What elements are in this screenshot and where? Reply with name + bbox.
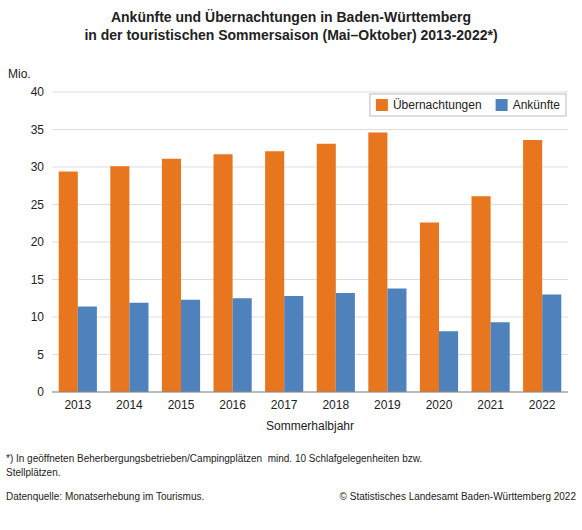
legend-swatch xyxy=(496,99,508,111)
y-tick-label: 35 xyxy=(31,123,45,137)
x-tick-label: 2020 xyxy=(426,398,453,412)
x-tick-label: 2014 xyxy=(116,398,143,412)
grid-line xyxy=(52,392,568,393)
bar xyxy=(265,151,284,392)
y-tick-label: 0 xyxy=(37,385,44,399)
footnote: Stellplätzen. xyxy=(6,467,60,478)
x-tick-label: 2018 xyxy=(322,398,349,412)
bar xyxy=(110,166,129,392)
y-axis-label: Mio. xyxy=(8,67,31,81)
y-tick-label: 15 xyxy=(31,273,45,287)
x-tick-label: 2016 xyxy=(219,398,246,412)
bar xyxy=(214,154,233,392)
x-tick-label: 2022 xyxy=(529,398,556,412)
bar xyxy=(472,196,491,392)
bar xyxy=(368,133,387,393)
y-tick-label: 40 xyxy=(31,85,45,99)
grid xyxy=(52,92,568,392)
y-tick-label: 10 xyxy=(31,310,45,324)
y-tick-label: 20 xyxy=(31,235,45,249)
x-tick-label: 2013 xyxy=(64,398,91,412)
bar xyxy=(181,300,200,392)
bar xyxy=(78,307,97,393)
footnote: *) In geöffneten Beherbergungsbetrieben/… xyxy=(6,453,422,464)
title: Ankünfte und Übernachtungen in Baden-Wür… xyxy=(111,9,471,25)
bar xyxy=(129,303,148,392)
grid-line xyxy=(52,92,568,93)
legend-label: Übernachtungen xyxy=(393,98,482,112)
bar xyxy=(59,172,78,393)
bar xyxy=(233,298,252,392)
x-tick-label: 2019 xyxy=(374,398,401,412)
y-tick-label: 30 xyxy=(31,160,45,174)
bars xyxy=(59,133,562,393)
footnote: © Statistisches Landesamt Baden-Württemb… xyxy=(340,491,577,502)
y-tick-label: 25 xyxy=(31,198,45,212)
subtitle: in der touristischen Sommersaison (Mai–O… xyxy=(84,27,497,43)
grid-line xyxy=(52,129,568,130)
legend-swatch xyxy=(376,99,388,111)
chart: Ankünfte und Übernachtungen in Baden-Wür… xyxy=(0,0,582,530)
bar xyxy=(542,295,561,393)
bar xyxy=(491,322,510,392)
x-axis-line xyxy=(52,392,568,393)
bar xyxy=(439,331,458,392)
legend-label: Ankünfte xyxy=(513,98,561,112)
bar xyxy=(317,144,336,392)
legend: Übernachtungen Ankünfte xyxy=(370,94,566,116)
bar xyxy=(387,289,406,393)
bar xyxy=(420,223,439,393)
x-tick-label: 2017 xyxy=(271,398,298,412)
bar xyxy=(523,140,542,392)
bar xyxy=(284,296,303,392)
bar xyxy=(162,159,181,392)
legend-box xyxy=(370,94,566,116)
x-tick-label: 2021 xyxy=(477,398,504,412)
y-tick-label: 5 xyxy=(37,348,44,362)
x-axis-label: Sommerhalbjahr xyxy=(266,419,354,433)
x-tick-label: 2015 xyxy=(168,398,195,412)
footnote: Datenquelle: Monatserhebung im Tourismus… xyxy=(6,491,204,502)
bar xyxy=(336,293,355,392)
